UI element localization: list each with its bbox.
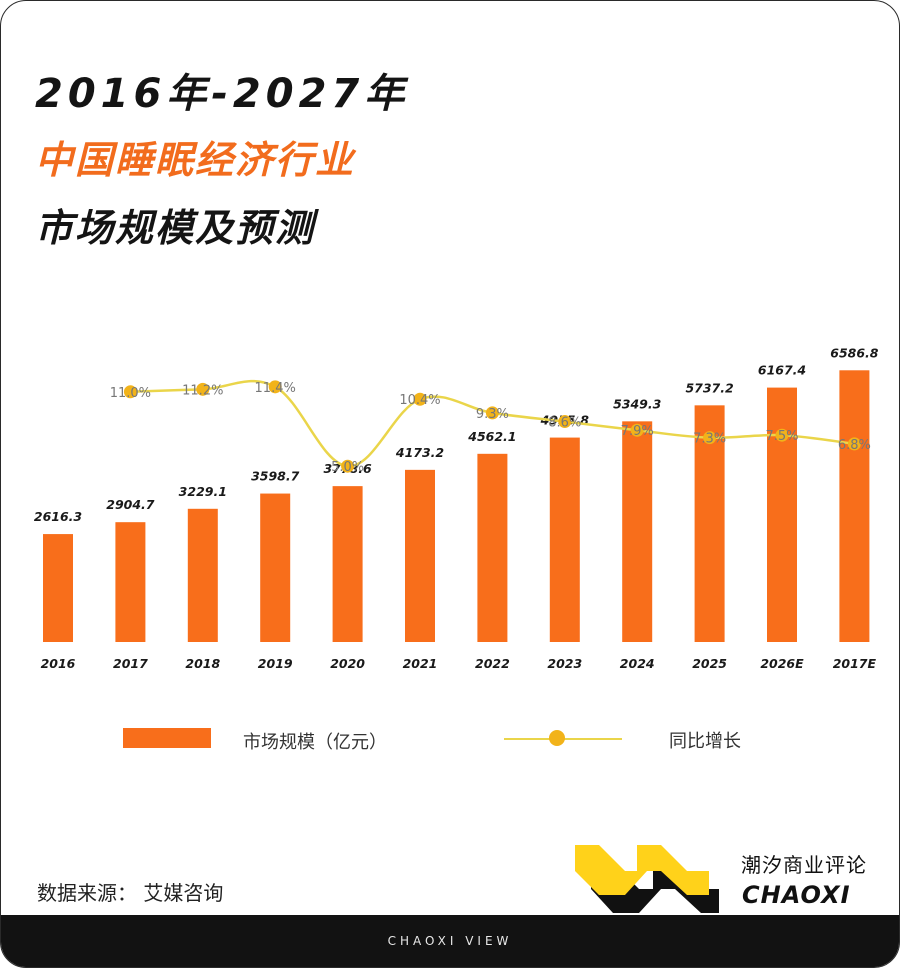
x-tick-2017: 2017 <box>113 656 148 671</box>
growth-point-2020 <box>341 459 355 473</box>
x-tick-2018: 2018 <box>185 656 220 671</box>
bar-value-label-2017E: 6586.8 <box>830 345 879 360</box>
bar-2017 <box>115 522 146 642</box>
bar-2022 <box>477 453 508 642</box>
growth-point-2017 <box>123 385 137 399</box>
growth-point-2022 <box>485 406 499 420</box>
x-tick-2025: 2025 <box>692 656 727 671</box>
bar-value-label-2026E: 6167.4 <box>758 363 806 378</box>
bar-2026E <box>767 387 797 642</box>
x-tick-2019: 2019 <box>258 656 293 671</box>
growth-value-labels: 11.0% 11.2% 11.4% 5.0% 10.4% 9.3% 8.6% 7.9% 7.3%… <box>110 381 871 475</box>
growth-point-2025 <box>703 431 717 445</box>
x-tick-2026E: 2026E <box>760 656 804 671</box>
bar-2016 <box>43 534 73 642</box>
x-tick-2022: 2022 <box>475 656 510 671</box>
bar-value-labels: 2616.32904.73229.13598.73778.64173.24562… <box>34 345 879 524</box>
chaoxi-wave-logo-icon <box>575 845 719 913</box>
bar-2021 <box>405 469 435 642</box>
footer-text: CHAOXI VIEW <box>387 934 513 948</box>
growth-point-2024 <box>630 423 644 437</box>
growth-value-label-2023: 8.6% <box>548 416 581 431</box>
growth-point-2018 <box>196 382 210 396</box>
growth-value-label-2026E: 7.5% <box>765 429 798 444</box>
x-tick-2020: 2020 <box>330 656 365 671</box>
title-year-range: 2016年-2027年 <box>35 71 410 117</box>
bar-2024 <box>622 421 653 642</box>
x-tick-2024: 2024 <box>620 656 655 671</box>
growth-value-label-2020: 5.0% <box>331 460 364 475</box>
bar-2025 <box>694 405 725 642</box>
growth-value-label-2017: 11.0% <box>110 386 151 401</box>
bar-2023 <box>549 437 580 642</box>
growth-point-2021 <box>413 392 427 406</box>
x-tick-2017E: 2017E <box>833 656 877 671</box>
footer-bar: CHAOXI VIEW <box>1 915 899 967</box>
legend-bar-swatch <box>123 728 211 748</box>
growth-value-label-2024: 7.9% <box>621 424 654 439</box>
bar-value-label-2021: 4173.2 <box>395 445 444 460</box>
bar-2018 <box>187 508 218 642</box>
x-tick-2023: 2023 <box>547 656 582 671</box>
growth-value-label-2019: 11.4% <box>255 381 296 396</box>
title-industry: 中国睡眠经济行业 <box>35 138 356 182</box>
x-axis-tick-labels: 2016 2017 2018 2019 2020 2021 2022 2023 2024 2025… <box>41 656 877 671</box>
brand-name-chinese: 潮汐商业评论 <box>741 853 867 877</box>
bars-layer <box>43 370 870 642</box>
legend-dot-swatch <box>549 730 565 746</box>
data-source: 数据来源： 艾媒咨询 <box>37 881 224 905</box>
x-tick-2021: 2021 <box>403 656 438 671</box>
bar-value-label-2022: 4562.1 <box>467 429 516 444</box>
bar-value-label-2018: 3229.1 <box>179 484 227 499</box>
bar-value-label-2019: 3598.7 <box>251 469 300 484</box>
growth-value-label-2022: 9.3% <box>476 407 509 422</box>
growth-value-label-2017E: 6.8% <box>838 438 871 453</box>
bar-2019 <box>260 493 291 642</box>
growth-value-label-2018: 11.2% <box>182 383 223 398</box>
growth-line-layer <box>123 379 861 473</box>
title-subject: 市场规模及预测 <box>35 206 316 250</box>
growth-value-label-2025: 7.3% <box>693 432 726 447</box>
bar-2020 <box>332 486 363 642</box>
growth-point-2023 <box>558 415 572 429</box>
growth-line <box>130 379 855 468</box>
growth-point-2017E <box>847 437 861 451</box>
legend-label-growth: 同比增长 <box>669 731 741 752</box>
bar-value-label-2025: 5737.2 <box>685 380 733 395</box>
x-tick-2016: 2016 <box>41 656 76 671</box>
market-size-chart: 2616.32904.73229.13598.73778.64173.24562… <box>34 345 879 671</box>
brand-name-english: CHAOXI <box>742 881 851 909</box>
growth-point-2026E <box>775 428 789 442</box>
bar-2017E <box>839 370 870 642</box>
growth-value-label-2021: 10.4% <box>399 393 440 408</box>
bar-value-label-2016: 2616.3 <box>34 509 82 524</box>
legend-label-market-size: 市场规模（亿元） <box>243 732 387 753</box>
bar-value-label-2017: 2904.7 <box>106 497 155 512</box>
growth-point-2019 <box>268 380 282 394</box>
bar-value-label-2024: 5349.3 <box>613 396 661 411</box>
